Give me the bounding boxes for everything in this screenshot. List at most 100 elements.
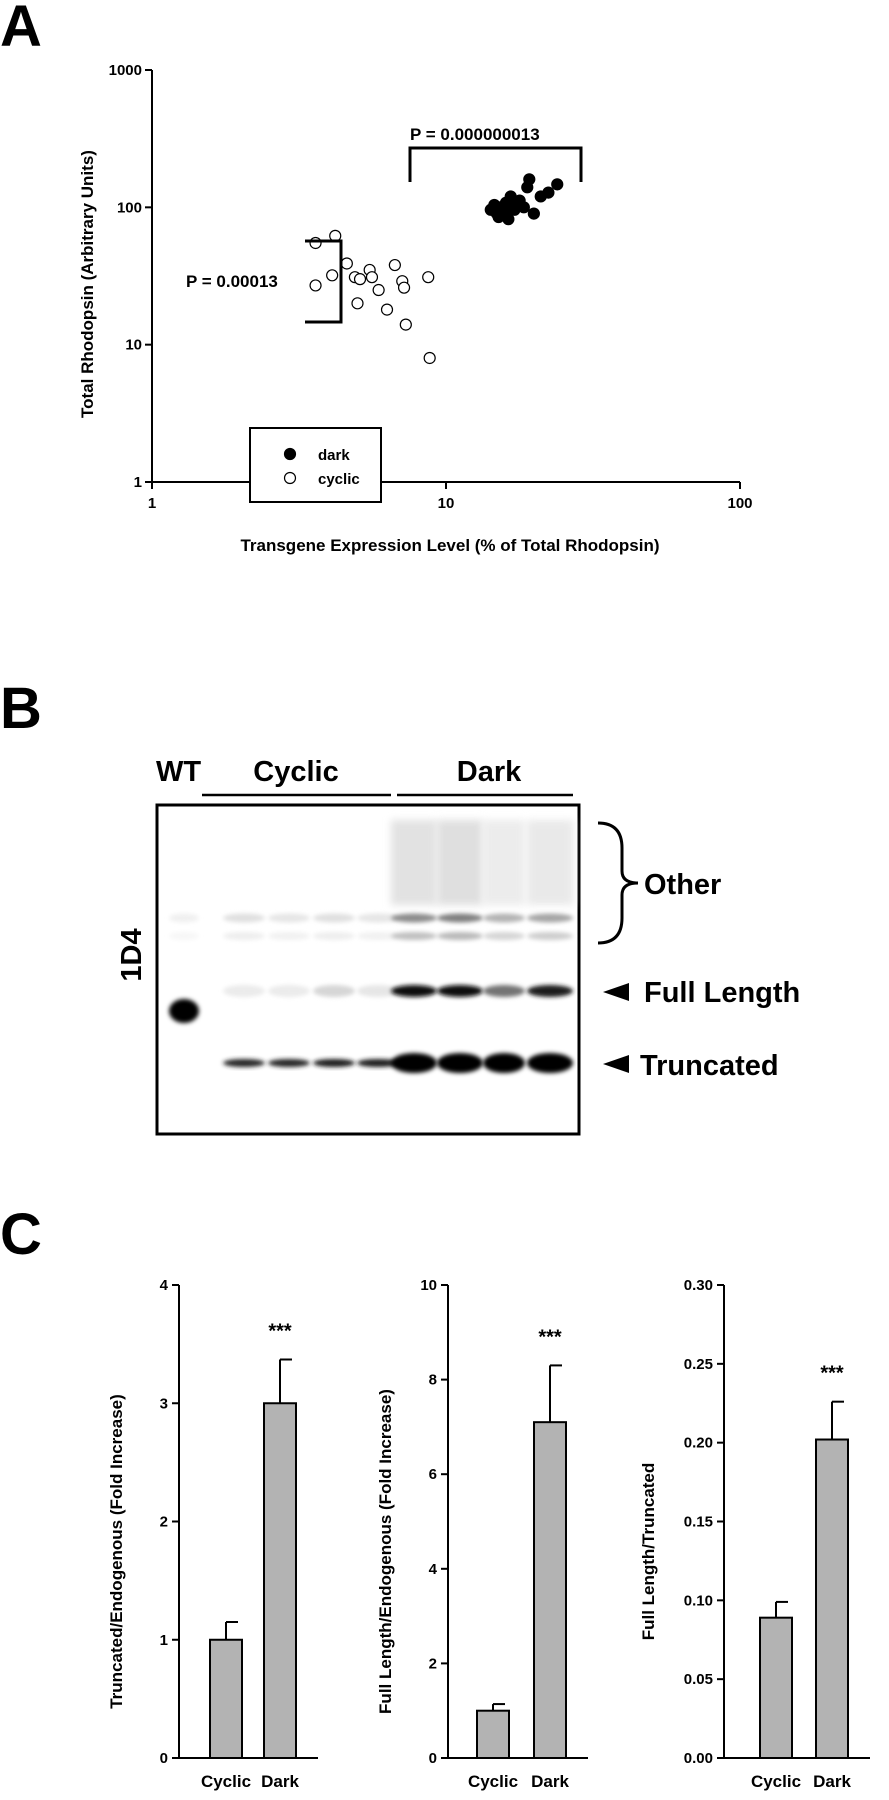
band-other-smear [483, 820, 525, 905]
x-tick-label: Cyclic [201, 1772, 251, 1791]
data-point-cyclic [353, 273, 367, 286]
band-other [527, 913, 573, 923]
band-other [169, 913, 199, 923]
y-tick-label: 0 [429, 1750, 437, 1767]
data-point-cyclic [372, 283, 385, 297]
x-tick-label: 1 [148, 495, 156, 512]
legend-box [249, 427, 382, 503]
significance-marker: *** [538, 1326, 562, 1348]
data-point-cyclic [309, 236, 322, 250]
y-tick-label: 100 [117, 199, 142, 216]
band-other [223, 913, 265, 923]
data-point-cyclic [380, 303, 394, 316]
data-point-cyclic [365, 271, 379, 284]
band-other [169, 932, 199, 940]
y-axis-label: Full Length/Truncated [639, 1463, 658, 1641]
band-truncated [437, 1053, 483, 1073]
data-point-cyclic [326, 269, 339, 282]
panel-a-label: A [0, 0, 42, 59]
y-axis-label: Total Rhodopsin (Arbitrary Units) [78, 150, 97, 418]
bar-cyclic [759, 1616, 793, 1759]
data-point-dark [542, 186, 555, 199]
other-brace [597, 821, 639, 945]
bar-cyclic [476, 1709, 510, 1759]
scatter-plot: Total Rhodopsin (Arbitrary Units) Transg… [78, 62, 753, 555]
western-blot: WT Cyclic Dark 1D4 Other Full Length Tru… [116, 756, 800, 1136]
legend-marker-cyclic [283, 471, 297, 485]
y-tick-label: 1 [160, 1632, 168, 1649]
comparison-bracket [408, 146, 583, 182]
data-point-cyclic [423, 351, 436, 365]
antibody-label: 1D4 [116, 928, 148, 981]
y-tick-label: 0.20 [684, 1435, 713, 1452]
y-tick-label: 4 [429, 1561, 438, 1578]
band-other [437, 913, 483, 923]
y-tick-label: 0.05 [684, 1671, 713, 1688]
band-full-length [437, 985, 483, 997]
y-tick-label: 3 [160, 1395, 168, 1412]
band-other [357, 913, 399, 923]
band-full-length [483, 985, 525, 997]
band-other [223, 932, 265, 940]
band-other-smear [437, 820, 483, 905]
y-tick-label: 0.30 [684, 1277, 713, 1294]
data-point-cyclic [388, 258, 401, 272]
full-length-arrowhead [603, 983, 629, 1001]
data-point-cyclic [422, 271, 435, 284]
bar-dark [263, 1402, 297, 1759]
band-truncated [391, 1053, 437, 1073]
band-other [268, 932, 310, 940]
cyclic-p-value: P = 0.00013 [186, 272, 278, 291]
y-tick-label: 2 [160, 1514, 168, 1531]
band-other [527, 932, 573, 940]
y-tick-label: 0.00 [684, 1750, 713, 1767]
band-truncated [268, 1059, 310, 1067]
lane-label-wt: WT [156, 756, 201, 788]
legend-label-dark: dark [318, 447, 350, 464]
band-truncated [313, 1059, 355, 1067]
data-point-dark [527, 207, 540, 220]
y-tick-label: 0 [160, 1750, 168, 1767]
bar-chart-truncated-endogenous: Truncated/Endogenous (Fold Increase) ***… [107, 1277, 318, 1791]
data-point-dark [521, 181, 534, 194]
y-axis-label: Truncated/Endogenous (Fold Increase) [107, 1394, 126, 1709]
x-tick-label: Dark [813, 1772, 851, 1791]
band-other [313, 932, 355, 940]
y-tick-label: 8 [429, 1372, 437, 1389]
band-truncated [527, 1053, 573, 1073]
panel-b-label: B [0, 676, 42, 741]
bar-cyclic [209, 1638, 243, 1759]
x-tick-label: Dark [261, 1772, 299, 1791]
band-other-smear [527, 820, 573, 905]
band-other [391, 932, 437, 940]
y-tick-label: 4 [160, 1277, 169, 1294]
band-full-length [268, 985, 310, 997]
band-truncated [483, 1053, 525, 1073]
band-full-length [391, 985, 437, 997]
bar-chart-full-length-truncated: Full Length/Truncated *** 0.00 0.05 0.10 0.… [639, 1277, 870, 1791]
x-tick-label: Dark [531, 1772, 569, 1791]
x-axis-label: Transgene Expression Level (% of Total R… [240, 536, 659, 555]
comparison-p-value: P = 0.000000013 [410, 125, 540, 144]
x-tick-label: 10 [438, 495, 455, 512]
band-full-length [313, 985, 355, 997]
data-point-dark [551, 178, 564, 191]
band-other [268, 913, 310, 923]
y-tick-label: 0.15 [684, 1514, 713, 1531]
y-axis-label: Full Length/Endogenous (Fold Increase) [376, 1389, 395, 1714]
data-point-cyclic [397, 281, 411, 294]
band-other [437, 932, 483, 940]
y-tick-label: 1000 [109, 62, 142, 79]
significance-marker: *** [268, 1320, 292, 1342]
data-point-cyclic [399, 318, 412, 331]
band-full-length [223, 985, 265, 997]
significance-marker: *** [820, 1363, 844, 1385]
band-other [313, 913, 355, 923]
y-tick-label: 0.10 [684, 1592, 713, 1609]
lane-label-dark: Dark [457, 756, 522, 788]
y-tick-label: 6 [429, 1466, 437, 1483]
bar-chart-full-length-endogenous: Full Length/Endogenous (Fold Increase) *… [376, 1277, 588, 1791]
band-other [483, 913, 525, 923]
bar-dark [815, 1438, 849, 1759]
band-label-full-length: Full Length [644, 977, 800, 1009]
